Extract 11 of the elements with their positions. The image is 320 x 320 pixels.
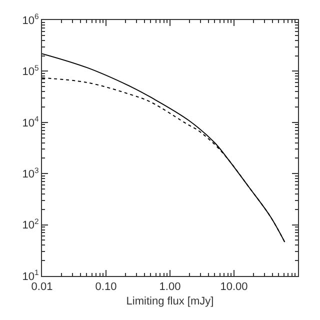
x-tick-label: 0.10	[95, 281, 117, 294]
x-tick-label: 1.00	[159, 281, 181, 294]
x-axis-title: Limiting flux [mJy]	[126, 295, 214, 308]
y-tick-label: 10$^{4}$	[22, 114, 40, 130]
y-tick-label: 10$^{6}$	[22, 12, 39, 27]
x-tick-label: 10.00	[220, 281, 248, 294]
y-tick-label: 10$^{1}$	[22, 268, 39, 283]
y-tick-label: 10$^{3}$	[22, 166, 39, 180]
x-tick-label: 0.01	[31, 281, 53, 294]
y-tick-label: 10$^{5}$	[22, 63, 39, 78]
y-tick-label: 10$^{2}$	[22, 217, 39, 232]
